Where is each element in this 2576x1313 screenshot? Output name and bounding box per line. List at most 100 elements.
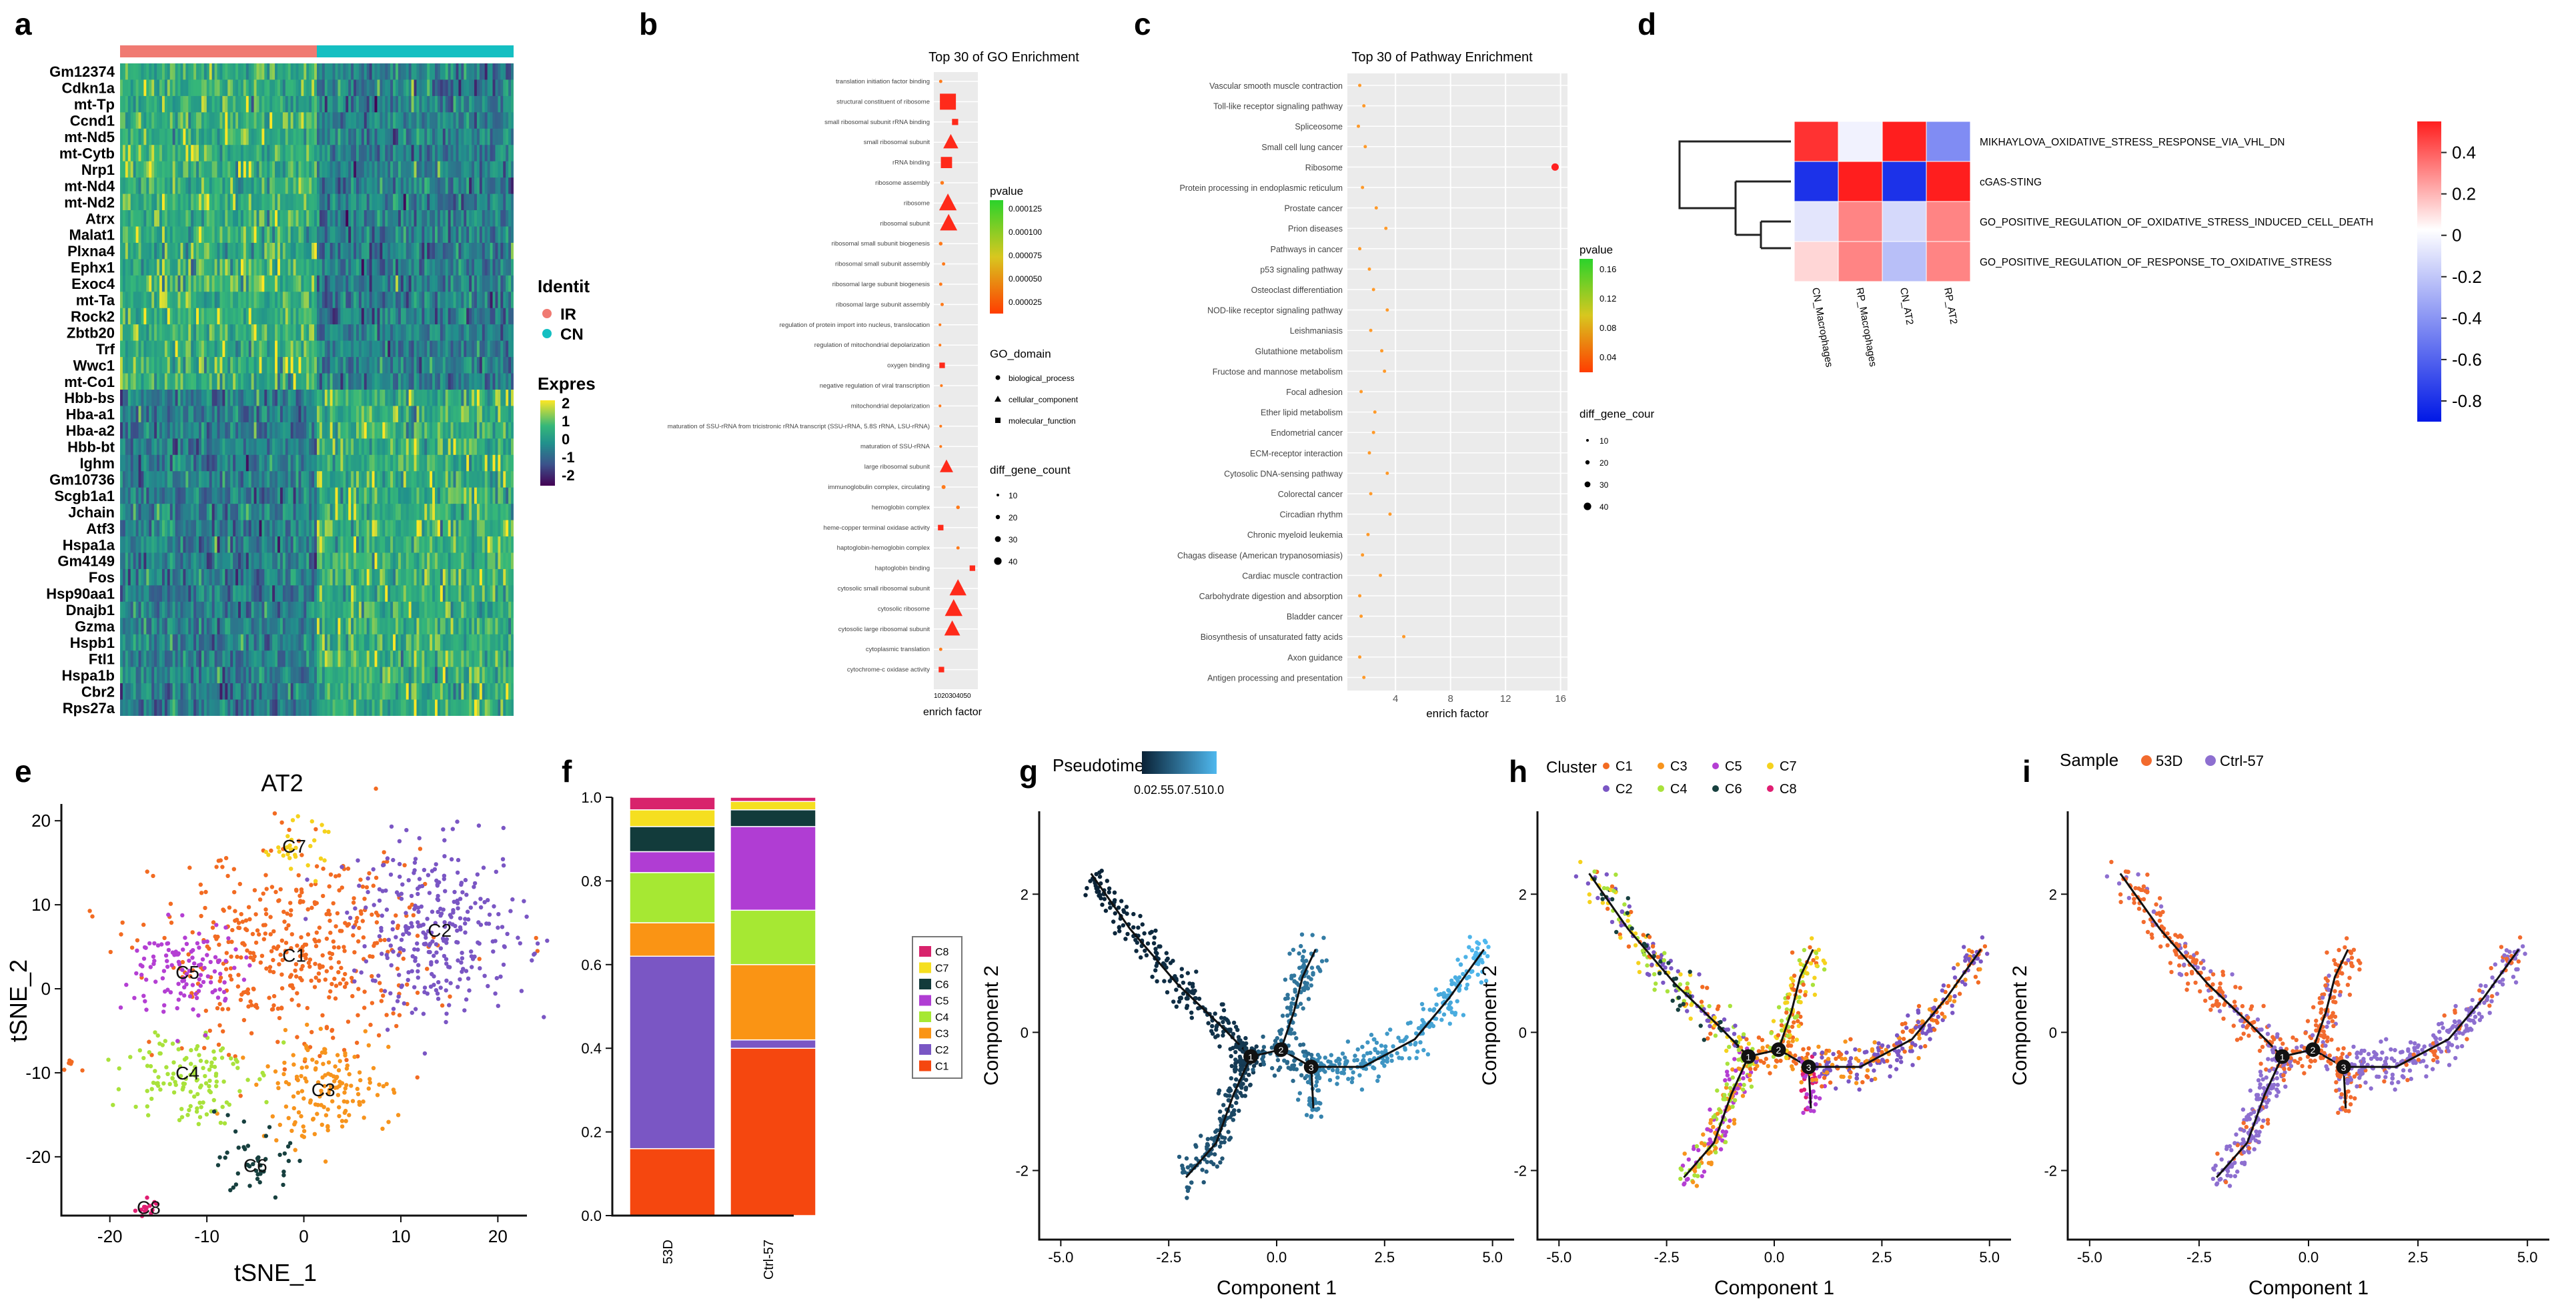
heatmap-cell — [279, 259, 283, 276]
heatmap-cell — [445, 145, 449, 162]
heatmap-cell — [295, 177, 299, 195]
heatmap-cell — [203, 487, 207, 504]
heatmap-cell — [453, 259, 456, 276]
heatmap-cell — [400, 520, 404, 537]
heatmap-cell — [422, 275, 425, 292]
heatmap-cell — [343, 63, 346, 80]
heatmap-cell — [233, 340, 236, 358]
heatmap-cell — [487, 308, 491, 325]
heatmap-cell — [201, 210, 205, 227]
heatmap-cell — [419, 63, 422, 80]
heatmap-cell — [251, 292, 255, 309]
heatmap-cell — [201, 242, 205, 260]
heatmap-cell — [259, 63, 262, 80]
heatmap-cell — [364, 112, 368, 129]
heatmap-cell — [385, 471, 388, 488]
heatmap-cell — [469, 536, 472, 553]
heatmap-cell — [290, 406, 294, 423]
heatmap-cell — [324, 324, 328, 342]
heatmap-cell — [435, 193, 438, 211]
heatmap-cell — [225, 275, 228, 292]
heatmap-cell — [191, 568, 194, 586]
heatmap-cell — [261, 63, 265, 80]
heatmap-cell — [230, 324, 233, 342]
heatmap-cell — [424, 340, 428, 358]
heatmap-cell — [448, 406, 452, 423]
heatmap-cell — [346, 373, 349, 390]
heatmap-cell — [157, 161, 160, 178]
heatmap-cell — [366, 324, 370, 342]
heatmap-cell — [193, 504, 197, 521]
heatmap-cell — [372, 210, 376, 227]
heatmap-cell — [400, 585, 404, 602]
heatmap-cell — [327, 487, 331, 504]
heatmap-cell — [151, 552, 155, 570]
heatmap-cell — [474, 568, 478, 586]
heatmap-cell — [453, 357, 456, 374]
heatmap-cell — [125, 568, 129, 586]
heatmap-cell — [484, 552, 488, 570]
heatmap-cell — [437, 422, 441, 439]
heatmap-cell — [146, 520, 149, 537]
heatmap-cell — [408, 357, 412, 374]
heatmap-cell — [461, 177, 464, 195]
heatmap-cell — [324, 242, 328, 260]
heatmap-cell — [238, 275, 241, 292]
heatmap-cell — [458, 95, 462, 113]
heatmap-cell — [430, 128, 433, 145]
heatmap-cell — [440, 95, 444, 113]
heatmap-cell — [482, 324, 486, 342]
heatmap-cell — [330, 161, 334, 178]
heatmap-cell — [419, 112, 422, 129]
heatmap-cell — [366, 536, 370, 553]
heatmap-cell — [185, 487, 189, 504]
heatmap-cell — [233, 308, 236, 325]
heatmap-cell — [120, 193, 123, 211]
heatmap-cell — [161, 161, 165, 178]
heatmap-cell — [490, 422, 494, 439]
heatmap-cell — [267, 340, 270, 358]
heatmap-cell — [277, 552, 281, 570]
heatmap-cell — [295, 193, 299, 211]
heatmap-cell — [259, 95, 262, 113]
heatmap-cell — [217, 390, 220, 406]
heatmap-cell — [346, 79, 349, 97]
heatmap-cell — [295, 357, 299, 374]
heatmap-cell — [309, 406, 312, 423]
heatmap-cell — [203, 242, 207, 260]
heatmap-cell — [267, 210, 270, 227]
heatmap-cell — [183, 471, 186, 488]
heatmap-cell — [311, 438, 315, 456]
heatmap-cell — [251, 95, 255, 113]
heatmap-cell — [269, 226, 273, 244]
heatmap-cell — [388, 487, 391, 504]
heatmap-cell — [437, 520, 441, 537]
heatmap-cell — [277, 145, 281, 162]
heatmap-cell — [240, 536, 244, 553]
heatmap-cell — [293, 585, 297, 602]
heatmap-cell — [382, 308, 386, 325]
heatmap-cell — [196, 226, 199, 244]
heatmap-cell — [430, 308, 433, 325]
heatmap-cell — [264, 95, 267, 113]
heatmap-cell — [248, 292, 252, 309]
heatmap-cell — [511, 357, 514, 374]
heatmap-cell — [372, 406, 376, 423]
heatmap-cell — [319, 112, 323, 129]
heatmap-cell — [448, 471, 452, 488]
heatmap-cell — [146, 340, 149, 358]
heatmap-cell — [193, 422, 197, 439]
heatmap-cell — [256, 95, 259, 113]
heatmap-cell — [356, 242, 360, 260]
heatmap-cell — [169, 63, 173, 80]
heatmap-cell — [122, 357, 126, 374]
heatmap-cell — [203, 210, 207, 227]
heatmap-cell — [135, 177, 139, 195]
heatmap-cell — [482, 340, 486, 358]
heatmap-cell — [492, 585, 496, 602]
heatmap-cell — [245, 454, 249, 472]
heatmap-cell — [161, 308, 165, 325]
heatmap-cell — [277, 422, 281, 439]
heatmap-cell — [143, 373, 147, 390]
heatmap-cell — [219, 373, 223, 390]
